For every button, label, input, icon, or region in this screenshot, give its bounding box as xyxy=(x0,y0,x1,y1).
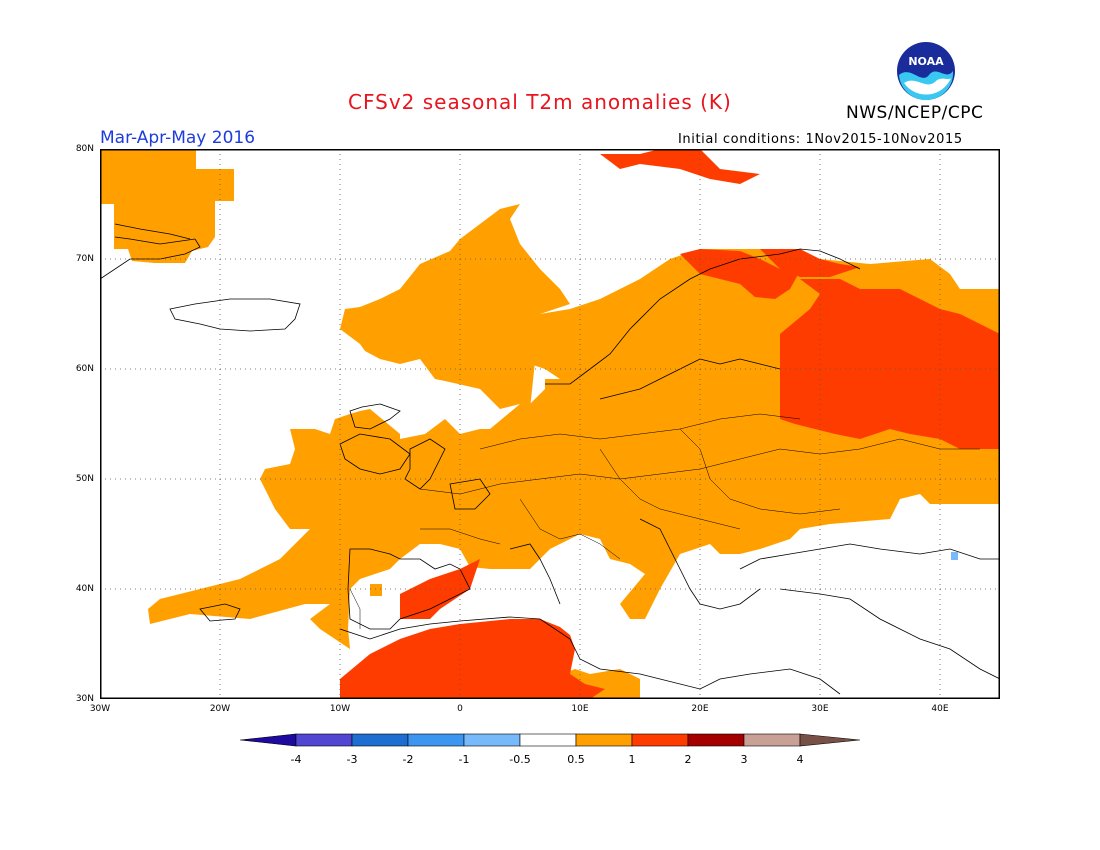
color-bar-label: -1 xyxy=(458,753,470,766)
color-bar-label: 1 xyxy=(628,753,636,766)
chart-title: CFSv2 seasonal T2m anomalies (K) xyxy=(348,90,732,114)
anomaly-map xyxy=(99,149,1001,699)
graticule xyxy=(100,149,1000,699)
lon-label: 40E xyxy=(931,704,949,714)
color-bar-label: -3 xyxy=(346,753,358,766)
lon-label: 0 xyxy=(457,704,463,714)
color-bar-segment xyxy=(575,733,633,747)
color-bar xyxy=(240,733,860,747)
lat-label: 70N xyxy=(75,254,94,264)
color-bar-segment xyxy=(407,733,465,747)
color-bar-segment xyxy=(519,733,577,747)
map-frame xyxy=(100,149,1000,699)
lon-label: 30E xyxy=(811,704,829,714)
lon-label: 20W xyxy=(209,704,231,714)
color-bar-label: -4 xyxy=(290,753,302,766)
lon-label: 30W xyxy=(89,704,111,714)
anomaly-fill-neg xyxy=(951,552,958,560)
color-bar-segment xyxy=(743,733,801,747)
color-bar-label: 4 xyxy=(796,753,804,766)
color-bar-segment xyxy=(631,733,689,747)
lat-label: 40N xyxy=(75,584,94,594)
lat-label: 60N xyxy=(75,364,94,374)
color-bar-label: 3 xyxy=(740,753,748,766)
color-bar-label: -2 xyxy=(402,753,414,766)
color-bar-label: -0.5 xyxy=(509,753,531,766)
color-bar-segment xyxy=(295,733,353,747)
logo-text: NOAA xyxy=(908,55,944,68)
color-bar-segment xyxy=(240,733,297,747)
color-bar-segment xyxy=(799,733,860,747)
lon-label: 20E xyxy=(691,704,709,714)
lon-label: 10E xyxy=(571,704,589,714)
map-panel xyxy=(99,149,1001,699)
lat-label: 50N xyxy=(75,474,94,484)
initial-conditions: Initial conditions: 1Nov2015-10Nov2015 xyxy=(678,132,963,147)
color-bar-label: 0.5 xyxy=(567,753,585,766)
agency-label: NWS/NCEP/CPC xyxy=(846,103,984,123)
lat-label: 80N xyxy=(75,144,94,154)
lat-label: 30N xyxy=(75,694,94,704)
country-borders xyxy=(349,413,980,629)
noaa-logo: NOAA xyxy=(897,42,955,101)
color-bar-label: 2 xyxy=(684,753,692,766)
color-bar-segment xyxy=(463,733,521,747)
forecast-period: Mar-Apr-May 2016 xyxy=(100,128,256,148)
color-bar-segment xyxy=(687,733,745,747)
lon-label: 10W xyxy=(329,704,351,714)
color-bar-segment xyxy=(351,733,409,747)
